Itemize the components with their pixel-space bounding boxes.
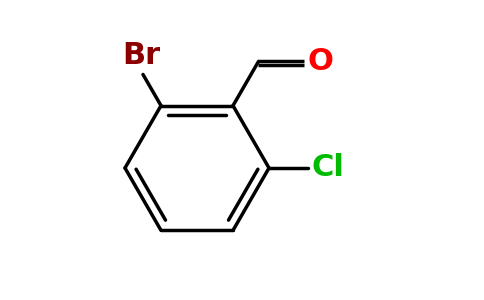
Text: Br: Br <box>122 41 161 70</box>
Text: Cl: Cl <box>312 154 345 182</box>
Text: O: O <box>307 47 333 76</box>
